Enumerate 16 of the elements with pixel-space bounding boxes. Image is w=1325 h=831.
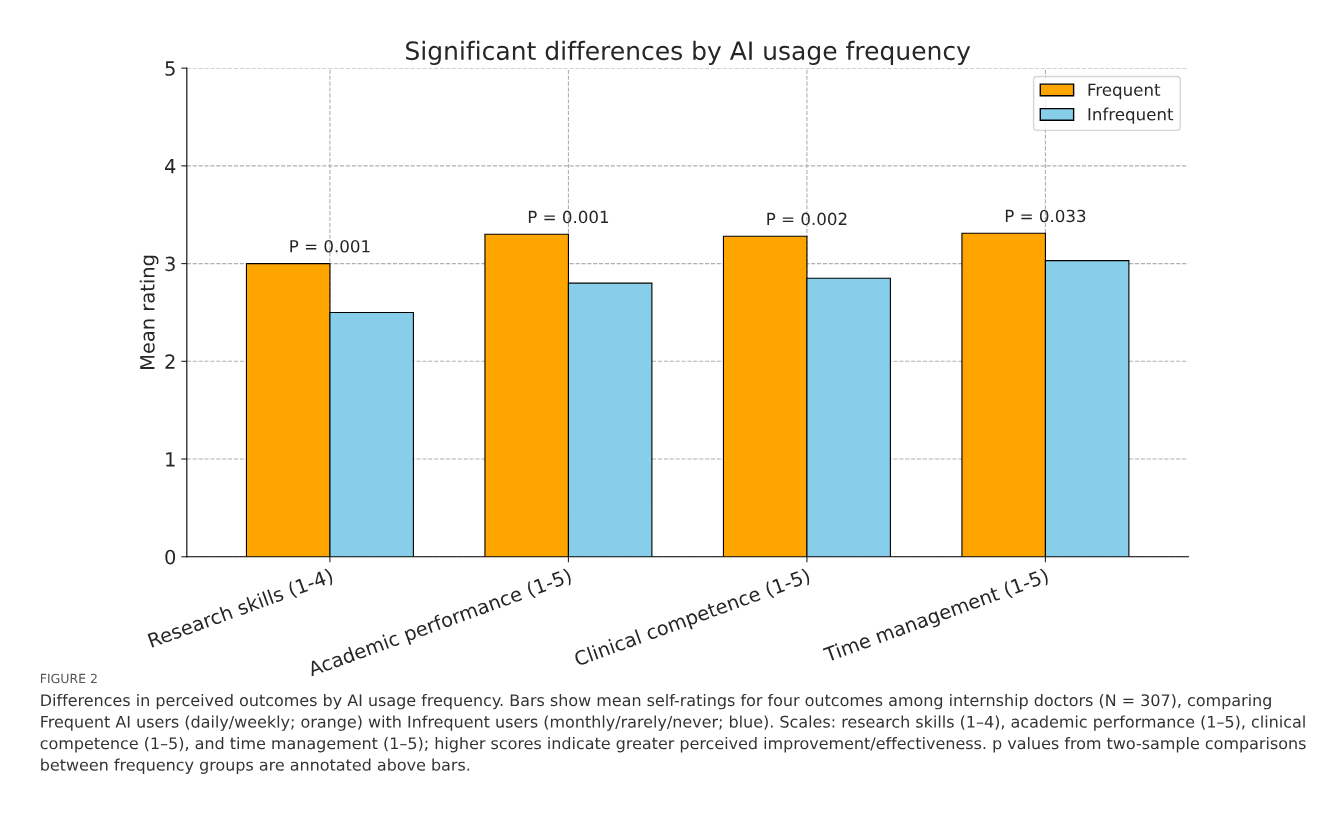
y-axis-title: Mean rating [139,255,159,369]
y-tick-label: 4 [164,159,176,174]
caption: FIGURE 2 [40,673,97,684]
annotation: P = 0.001 [290,239,370,253]
y-tick-label: 1 [166,452,175,467]
y-tick-label: 2 [165,354,175,369]
legend-label: Frequent [1088,83,1161,100]
legend-label: Infrequent [1088,107,1174,124]
annotation: P = 0.033 [1005,209,1086,223]
y-tick-label: 5 [165,61,175,76]
y-tick-label: 3 [165,256,175,272]
annotation: P = 0.001 [528,210,609,224]
text: Differences in perceived outcomes by AI usage frequency. Bars show mean self-ratings for four outcomes among internship doctors (N = 307), comparing Frequent AI users (daily/weekly; orange) with Infrequent users (monthly/rarely/never; blue). Scales: research skills (1–4), academic performance (1–5), clinical competence (1–5), and time management (1–5); higher scores indicate greater perceived improvement/effectiveness. p values from two-sample comparisons between frequency groups are annotated above bars. [40,693,1306,774]
annotation: P = 0.002 [767,212,847,226]
y-tick-label: 0 [165,549,176,565]
chart-title: Significant differences by AI usage frequency [406,40,971,66]
